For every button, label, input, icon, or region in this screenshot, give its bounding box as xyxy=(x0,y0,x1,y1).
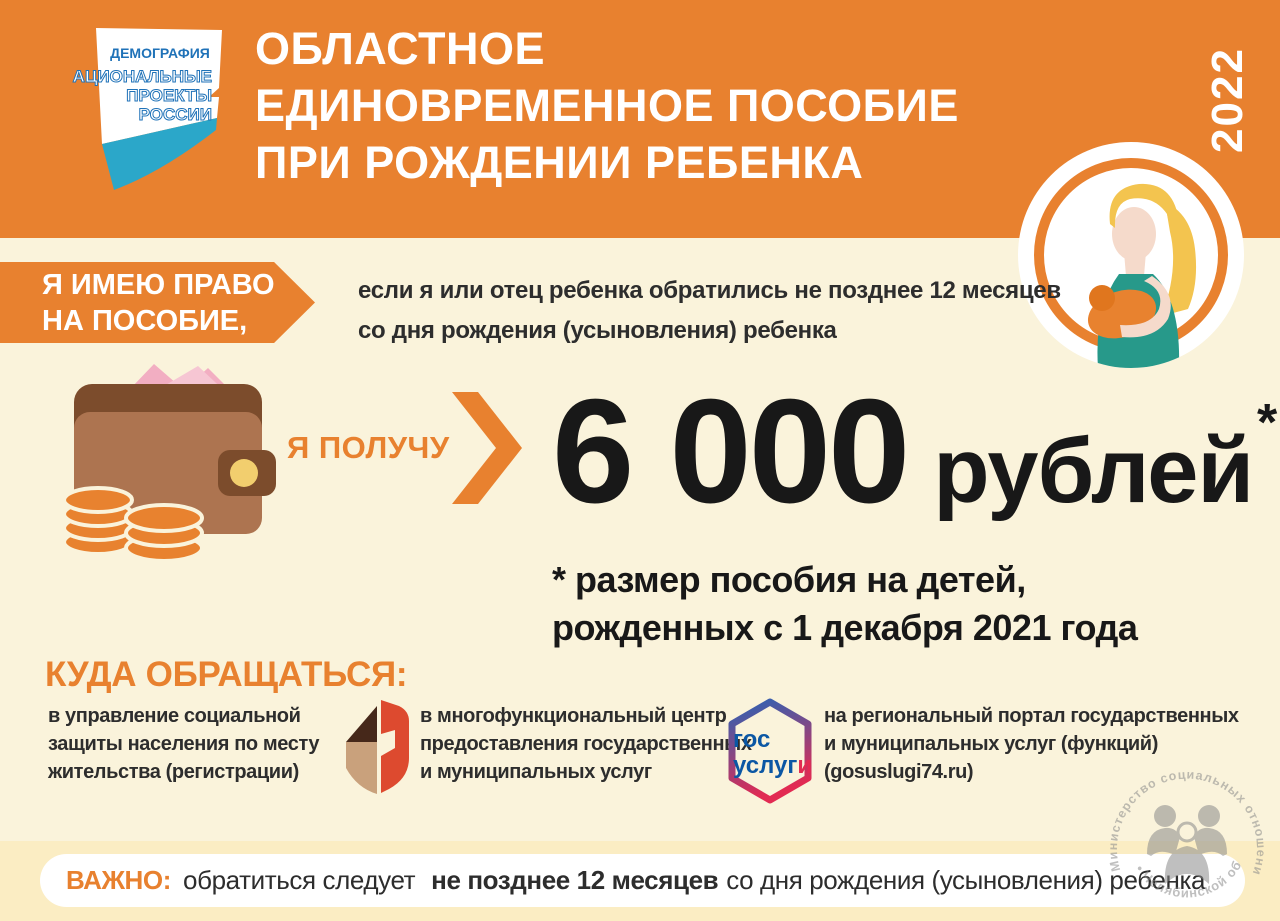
mother-child-avatar xyxy=(1018,142,1244,368)
option1-line2: защиты населения по месту xyxy=(48,733,320,755)
chevron-right-icon xyxy=(452,392,522,504)
important-text-bold: не позднее 12 месяцев xyxy=(431,865,719,895)
option2-line3: и муниципальных услуг xyxy=(420,761,652,783)
option3-line2: и муниципальных услуг (функций) xyxy=(824,733,1158,755)
logo-line3: РОССИИ xyxy=(139,105,212,124)
option3-line1: на региональный портал государственных xyxy=(824,705,1239,727)
mfc-logo-icon xyxy=(346,700,409,794)
important-text-pre: обратиться следует xyxy=(183,865,416,895)
ministry-watermark-stamp: Министерство социальных отношений • Челя… xyxy=(1103,760,1267,900)
gosuslugi-text-line2-red: и xyxy=(797,752,812,779)
important-text-post: со дня рождения (усыновления) ребенка xyxy=(726,865,1206,895)
amount-footnote: * размер пособия на детей, рожденных с 1… xyxy=(552,556,1138,652)
title-line-1: ОБЛАСТНОЕ xyxy=(255,23,546,74)
option1-line3: жительства (регистрации) xyxy=(48,761,299,783)
national-projects-logo: ДЕМОГРАФИЯ НАЦИОНАЛЬНЫЕ ПРОЕКТЫ РОССИИ xyxy=(72,28,222,190)
title-line-2: ЕДИНОВРЕМЕННОЕ ПОСОБИЕ xyxy=(255,80,959,131)
condition-line-1: если я или отец ребенка обратились не по… xyxy=(358,277,1061,304)
wallet-icon xyxy=(62,364,276,560)
year-label: 2022 xyxy=(1203,47,1252,153)
gosuslugi-text-line2-blue: услуг xyxy=(733,752,797,779)
footnote-line-1: * размер пособия на детей, xyxy=(552,559,1026,600)
logo-program-label: ДЕМОГРАФИЯ xyxy=(110,45,210,61)
gosuslugi-text-line1: гос xyxy=(733,726,770,753)
option-mfc: в многофункциональный центр предоставлен… xyxy=(420,702,752,786)
option-regional-portal: на региональный портал государственных и… xyxy=(824,702,1239,786)
eligibility-banner: Я ИМЕЮ ПРАВО НА ПОСОБИЕ, xyxy=(0,262,315,343)
option-social-protection: в управление социальной защиты населения… xyxy=(48,702,319,786)
title-line-3: ПРИ РОЖДЕНИИ РЕБЕНКА xyxy=(255,137,864,188)
svg-text:услуги: услуги xyxy=(733,752,812,779)
eligibility-condition: если я или отец ребенка обратились не по… xyxy=(358,271,1061,351)
amount-value: 6 000 xyxy=(552,369,910,534)
header-bar: ДЕМОГРАФИЯ НАЦИОНАЛЬНЫЕ ПРОЕКТЫ РОССИИ О… xyxy=(0,0,1280,238)
amount-asterisk: * xyxy=(1257,394,1278,452)
mother-child-illustration xyxy=(1034,158,1228,368)
amount-currency: рублей xyxy=(933,420,1254,522)
logo-line1: НАЦИОНАЛЬНЫЕ xyxy=(72,67,212,86)
important-label: ВАЖНО: xyxy=(66,865,172,895)
important-notice: ВАЖНО: обратиться следует не позднее 12 … xyxy=(40,854,1245,907)
i-will-receive-label: Я ПОЛУЧУ xyxy=(287,430,450,465)
banner-line-1: Я ИМЕЮ ПРАВО xyxy=(42,269,275,301)
condition-line-2: со дня рождения (усыновления) ребенка xyxy=(358,317,837,344)
logo-line2: ПРОЕКТЫ xyxy=(126,86,212,105)
benefit-amount: 6 000 рублей * xyxy=(552,378,1277,526)
flag-teal-swoosh xyxy=(102,118,217,190)
footnote-line-2: рожденных с 1 декабря 2021 года xyxy=(552,607,1138,648)
flag-white-shape xyxy=(96,28,222,144)
option3-line3: (gosuslugi74.ru) xyxy=(824,761,974,783)
option2-line1: в многофункциональный центр xyxy=(420,705,727,727)
page-title: ОБЛАСТНОЕ ЕДИНОВРЕМЕННОЕ ПОСОБИЕ ПРИ РОЖ… xyxy=(255,20,959,191)
banner-line-2: НА ПОСОБИЕ, xyxy=(42,305,248,337)
where-to-apply-heading: КУДА ОБРАЩАТЬСЯ: xyxy=(45,655,408,694)
option1-line1: в управление социальной xyxy=(48,705,301,727)
gosuslugi-logo-icon: гос услуги xyxy=(728,698,812,804)
option2-line2: предоставления государственных xyxy=(420,733,752,755)
